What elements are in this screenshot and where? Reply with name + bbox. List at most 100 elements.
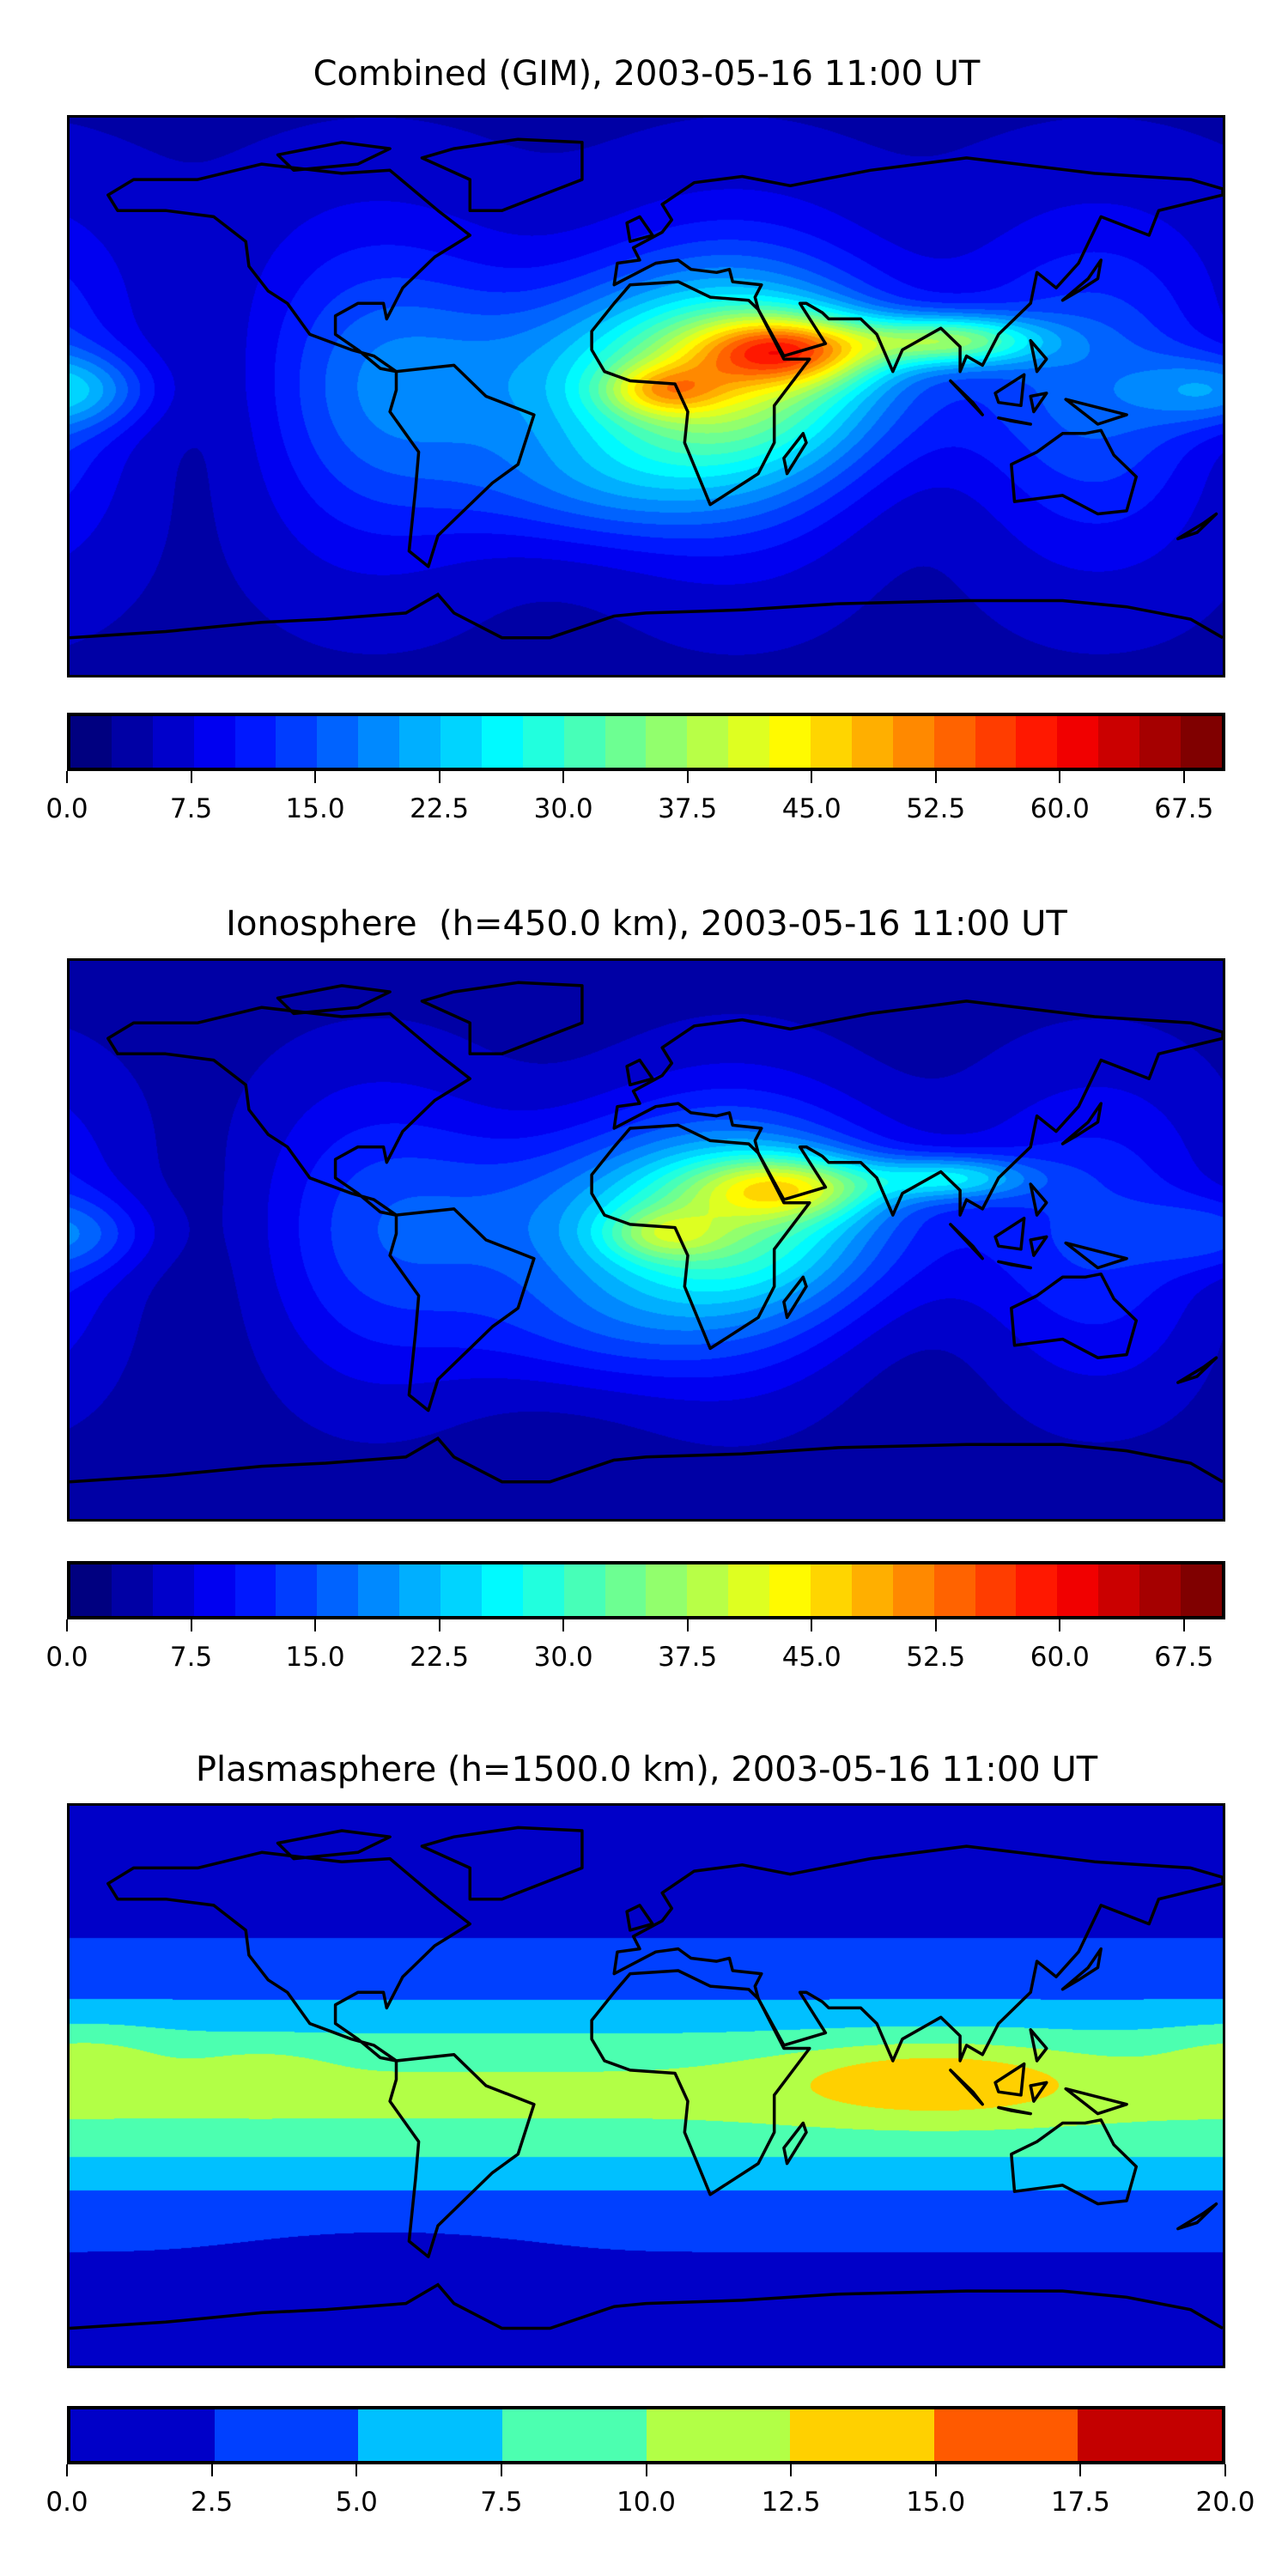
colorbar-segment xyxy=(501,2409,647,2461)
colorbar-ticks-ionosphere: 0.0 7.5 15.0 22.5 30.0 37.5 45.0 52.5 60.0 67.5 xyxy=(46,1619,1225,1688)
coastline xyxy=(612,1844,1223,2063)
colorbar-ionosphere xyxy=(67,1561,1225,1619)
colorbar-tick-label: 37.5 xyxy=(658,1642,718,1673)
coastline xyxy=(997,2105,1032,2116)
colorbar-segment xyxy=(851,1564,893,1616)
colorbar-tick xyxy=(438,1619,440,1631)
coastline xyxy=(993,1216,1026,1251)
colorbar-segment xyxy=(70,2409,215,2461)
coastline-antarctica xyxy=(70,2282,1223,2330)
colorbar-segment xyxy=(522,716,564,768)
colorbar-tick-label: 37.5 xyxy=(658,793,718,824)
colorbar-tick xyxy=(66,771,68,783)
colorbar-segment xyxy=(317,716,359,768)
colorbar-segment xyxy=(605,716,647,768)
colorbar-segment xyxy=(1057,1564,1099,1616)
colorbar-tick xyxy=(500,2464,502,2476)
colorbar-tick xyxy=(562,771,565,783)
colorbar-tick-label: 20.0 xyxy=(1195,2487,1255,2518)
colorbar-plasmasphere xyxy=(67,2406,1225,2464)
colorbar-tick-label: 7.5 xyxy=(480,2487,523,2518)
coastline xyxy=(590,1123,811,1351)
colorbar-segment xyxy=(276,716,318,768)
colorbar-tick-label: 10.0 xyxy=(616,2487,677,2518)
colorbar-segment xyxy=(563,716,605,768)
colorbar-segment xyxy=(111,716,153,768)
colorbar-tick-label: 0.0 xyxy=(46,2487,88,2518)
colorbar-tick-label: 12.5 xyxy=(761,2487,821,2518)
coastline xyxy=(276,984,392,1016)
coastline xyxy=(997,1260,1032,1270)
colorbar-segment xyxy=(399,716,441,768)
colorbar-tick xyxy=(934,771,937,783)
colorbar-segment xyxy=(646,2409,791,2461)
colorbar-tick xyxy=(811,771,813,783)
map-ionosphere xyxy=(67,958,1225,1522)
panel-title-ionosphere: Ionosphere (h=450.0 km), 2003-05-16 11:0… xyxy=(226,904,1067,944)
colorbar-segment xyxy=(440,1564,482,1616)
coastline xyxy=(612,156,1223,374)
colorbar-segment xyxy=(769,1564,811,1616)
colorbar-tick-label: 30.0 xyxy=(533,793,593,824)
colorbar-segment xyxy=(440,716,482,768)
colorbar-tick xyxy=(562,1619,565,1631)
colorbar-segment xyxy=(728,716,770,768)
coastlines xyxy=(70,981,1223,1484)
colorbar-segment xyxy=(892,716,934,768)
colorbar-segment xyxy=(1181,1564,1222,1616)
colorbar-segment xyxy=(70,1564,112,1616)
coastline xyxy=(1176,1356,1218,1384)
coastline xyxy=(1029,1235,1048,1257)
colorbar-segment xyxy=(605,1564,647,1616)
colorbar-segment xyxy=(276,1564,318,1616)
coastline xyxy=(949,2069,984,2106)
coastline xyxy=(1029,2081,1048,2103)
colorbar-tick-label: 5.0 xyxy=(335,2487,378,2518)
panel-title-combined: Combined (GIM), 2003-05-16 11:00 UT xyxy=(313,54,981,94)
coastline xyxy=(420,137,584,212)
coastline xyxy=(1029,338,1048,374)
coastline xyxy=(782,432,808,476)
coastline xyxy=(1176,2202,1218,2231)
colorbar-segment xyxy=(1139,716,1182,768)
colorbar-segment xyxy=(1016,716,1058,768)
colorbar-segment xyxy=(234,716,276,768)
coastline xyxy=(612,999,1223,1217)
coastline xyxy=(997,416,1032,426)
colorbar-tick xyxy=(645,2464,647,2476)
colorbar-tick xyxy=(934,1619,937,1631)
coastline xyxy=(1029,2028,1048,2063)
colorbar-tick-label: 60.0 xyxy=(1030,793,1090,824)
colorbar-segment xyxy=(481,716,523,768)
colorbar-tick-label: 67.5 xyxy=(1154,1642,1214,1673)
colorbar-tick-label: 0.0 xyxy=(46,793,88,824)
colorbar-segment xyxy=(790,2409,934,2461)
colorbar-segment xyxy=(234,1564,276,1616)
coastline xyxy=(1064,398,1128,426)
colorbar-tick xyxy=(790,2464,793,2476)
colorbar-tick-label: 45.0 xyxy=(781,1642,841,1673)
colorbar-tick xyxy=(314,771,317,783)
map-plasmasphere xyxy=(67,1803,1225,2368)
colorbar-tick xyxy=(1224,2464,1226,2476)
colorbar-segment xyxy=(563,1564,605,1616)
colorbar-tick-label: 17.5 xyxy=(1050,2487,1110,2518)
colorbar-tick xyxy=(210,2464,213,2476)
colorbar-tick-label: 60.0 xyxy=(1030,1642,1090,1673)
coastline xyxy=(993,2062,1026,2097)
coastline xyxy=(1064,2087,1128,2116)
colorbar-ticks-plasmasphere: 0.0 2.5 5.0 7.5 10.0 12.5 15.0 17.5 20.0 xyxy=(46,2464,1255,2533)
colorbar-segment xyxy=(1078,2409,1222,2461)
colorbar-tick-label: 52.5 xyxy=(906,1642,966,1673)
colorbar-tick-label: 52.5 xyxy=(906,793,966,824)
colorbar-tick-label: 30.0 xyxy=(533,1642,593,1673)
colorbar-segment xyxy=(358,716,400,768)
colorbar-ticks-combined: 0.0 7.5 15.0 22.5 30.0 37.5 45.0 52.5 60.0 67.5 xyxy=(46,771,1225,840)
colorbar-tick-label: 22.5 xyxy=(410,1642,470,1673)
colorbar-segment xyxy=(687,716,729,768)
coastline xyxy=(1029,392,1048,414)
colorbar-tick xyxy=(1059,1619,1061,1631)
colorbar-tick-label: 15.0 xyxy=(285,793,345,824)
colorbar-tick xyxy=(686,1619,689,1631)
colorbar-segment xyxy=(1016,1564,1058,1616)
